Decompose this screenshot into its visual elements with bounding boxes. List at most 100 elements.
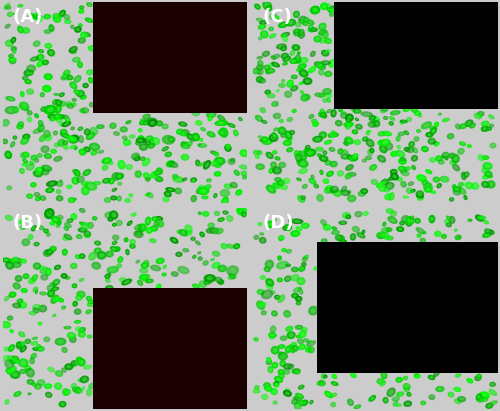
Ellipse shape [322,4,326,8]
Ellipse shape [268,358,270,361]
Ellipse shape [78,358,80,360]
Ellipse shape [105,278,111,283]
Ellipse shape [19,298,24,302]
Ellipse shape [304,185,306,188]
Ellipse shape [312,52,314,55]
Ellipse shape [280,353,283,356]
Ellipse shape [106,275,109,278]
Ellipse shape [240,88,242,90]
Ellipse shape [63,14,70,20]
Ellipse shape [278,127,286,135]
Ellipse shape [362,211,369,216]
Ellipse shape [290,85,298,92]
Ellipse shape [487,90,493,95]
Ellipse shape [187,143,191,145]
Ellipse shape [272,182,280,189]
Ellipse shape [488,114,494,120]
Ellipse shape [200,359,204,361]
Ellipse shape [226,244,234,249]
Ellipse shape [330,135,332,137]
Ellipse shape [300,18,305,22]
Ellipse shape [86,388,92,396]
Ellipse shape [207,279,212,282]
Ellipse shape [218,80,228,84]
Ellipse shape [145,65,148,70]
Ellipse shape [411,165,416,170]
Ellipse shape [138,128,143,133]
Ellipse shape [88,3,91,6]
Ellipse shape [74,145,78,150]
Ellipse shape [16,341,26,348]
Ellipse shape [66,365,71,369]
Ellipse shape [258,70,262,74]
Ellipse shape [280,129,284,133]
Ellipse shape [328,4,330,6]
Ellipse shape [268,187,274,192]
Ellipse shape [64,276,70,280]
Ellipse shape [88,77,94,83]
Ellipse shape [238,208,244,214]
Ellipse shape [295,296,302,302]
Ellipse shape [200,139,202,141]
Ellipse shape [90,254,94,259]
Ellipse shape [429,157,436,163]
Ellipse shape [72,26,74,28]
Ellipse shape [40,50,42,52]
Ellipse shape [30,353,37,359]
Ellipse shape [322,150,328,155]
Ellipse shape [152,216,158,222]
Ellipse shape [282,369,290,375]
Ellipse shape [28,234,34,240]
Ellipse shape [157,221,162,226]
Ellipse shape [380,141,382,143]
Ellipse shape [383,229,388,232]
Ellipse shape [261,394,268,400]
Ellipse shape [389,116,395,121]
Ellipse shape [482,127,487,130]
Ellipse shape [138,139,143,142]
Ellipse shape [274,151,276,153]
Ellipse shape [488,389,497,396]
Ellipse shape [94,263,98,268]
Ellipse shape [16,393,20,395]
Ellipse shape [280,23,286,27]
Ellipse shape [62,306,65,309]
Ellipse shape [376,378,384,385]
Ellipse shape [297,297,300,300]
Ellipse shape [187,62,192,67]
Ellipse shape [346,139,349,142]
Ellipse shape [272,327,274,331]
Ellipse shape [54,100,57,104]
Ellipse shape [74,388,76,391]
Ellipse shape [22,27,30,34]
Ellipse shape [298,330,307,338]
Ellipse shape [418,130,420,132]
Ellipse shape [211,259,214,261]
Ellipse shape [238,207,244,213]
Ellipse shape [18,28,22,32]
Ellipse shape [302,96,308,99]
Ellipse shape [293,28,302,35]
Ellipse shape [344,175,350,180]
Ellipse shape [278,279,281,281]
Ellipse shape [142,120,146,122]
Ellipse shape [52,118,54,120]
Ellipse shape [24,69,34,76]
Ellipse shape [60,76,66,81]
Ellipse shape [319,380,326,385]
Ellipse shape [32,183,35,186]
Ellipse shape [258,66,262,69]
Ellipse shape [136,142,140,144]
Ellipse shape [14,136,16,139]
Ellipse shape [280,120,282,122]
Ellipse shape [62,77,64,79]
Ellipse shape [424,232,426,233]
Ellipse shape [280,360,286,367]
Ellipse shape [26,193,33,199]
Ellipse shape [159,62,164,67]
Ellipse shape [484,228,492,234]
Ellipse shape [427,170,430,173]
Ellipse shape [72,362,74,364]
Ellipse shape [398,228,402,231]
Ellipse shape [10,346,14,350]
